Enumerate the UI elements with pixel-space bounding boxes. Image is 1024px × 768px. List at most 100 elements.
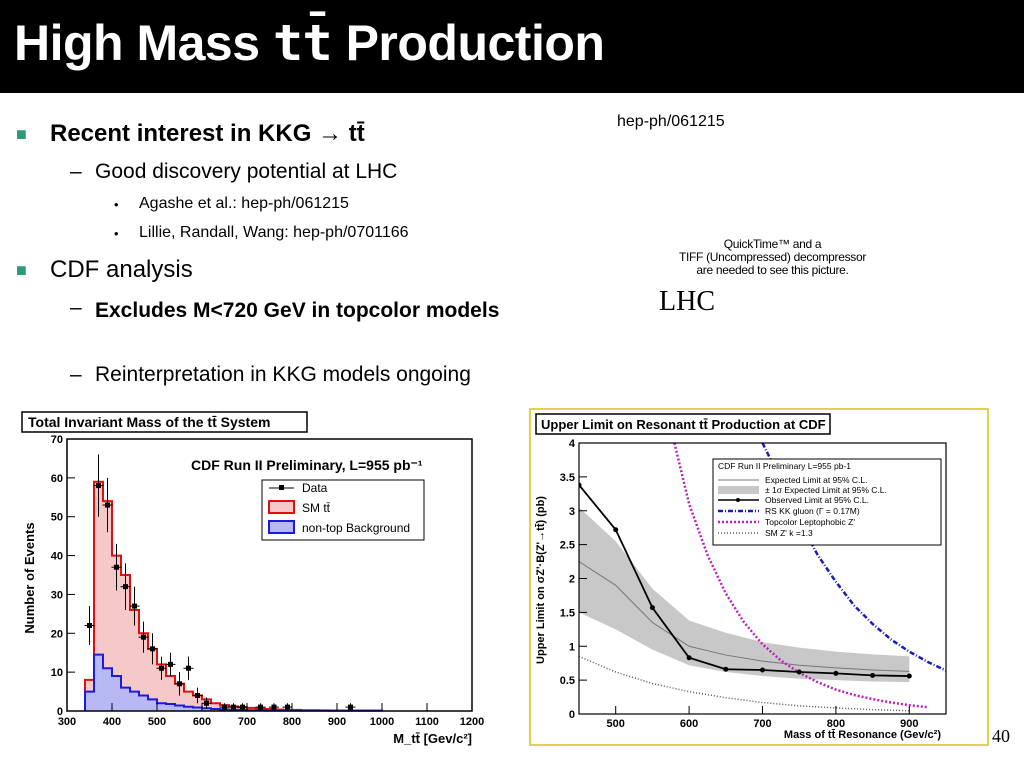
data-point: [96, 483, 101, 489]
chart2-title-box: [535, 413, 831, 435]
data-point: [105, 502, 110, 508]
x-tick-label: 300: [58, 716, 76, 728]
chart2-ylabel: Upper Limit on σZ'·B(Z'→tt̄) (pb): [535, 496, 547, 664]
data-point: [285, 704, 290, 710]
y-tick-label: 2.5: [560, 540, 575, 552]
legend-smz-label: SM Z' k =1.3: [765, 528, 813, 538]
legend-box: [712, 458, 942, 546]
observed-limit-line: [579, 484, 910, 677]
y-tick-label: 70: [51, 434, 63, 446]
x-tick-label: 800: [827, 718, 845, 730]
data-point: [168, 661, 173, 667]
reference-label: hep-ph/061215: [617, 113, 725, 130]
legend-data-label: Data: [302, 481, 328, 495]
legend-header: CDF Run II Preliminary L=955 pb-1: [718, 461, 851, 471]
observed-point: [870, 672, 876, 678]
y-tick-label: 0: [57, 706, 63, 718]
bullet-1-1-2: Lillie, Randall, Wang: hep-ph/0701166: [139, 224, 409, 241]
observed-point: [686, 655, 692, 661]
data-point: [159, 665, 164, 671]
legend-observed-marker: [736, 498, 740, 502]
x-tick-label: 500: [148, 716, 166, 728]
y-tick-label: 50: [51, 512, 63, 524]
title-mono: tt̄: [272, 14, 333, 72]
title-post: Production: [332, 15, 605, 71]
x-tick-label: 900: [900, 718, 918, 730]
chart1-title: Total Invariant Mass of the tt̄ System: [28, 414, 270, 430]
y-tick-label: 40: [51, 551, 63, 563]
data-point: [204, 700, 209, 706]
x-tick-label: 1200: [460, 716, 484, 728]
y-tick-label: 3.5: [560, 472, 575, 484]
x-tick-label: 1100: [415, 716, 439, 728]
chart1-title-box: [21, 411, 308, 433]
slide-title: High Mass tt̄ Production: [14, 14, 605, 72]
dash-icon: –: [70, 363, 82, 386]
data-point: [123, 584, 128, 590]
background-fill: [85, 654, 382, 711]
quicktime-line: TIFF (Uncompressed) decompressor: [678, 250, 867, 264]
data-point: [271, 704, 277, 710]
lhc-label: LHC: [659, 286, 715, 317]
y-tick-label: 0: [569, 709, 575, 721]
bullet-square-icon: ■: [16, 260, 27, 280]
observed-point: [723, 666, 729, 672]
quicktime-line: QuickTime™ and a: [723, 237, 822, 251]
x-tick-label: 1000: [370, 716, 394, 728]
data-point: [177, 681, 182, 687]
y-tick-label: 4: [569, 438, 576, 450]
y-tick-label: 20: [51, 628, 63, 640]
observed-point: [833, 670, 839, 676]
title-bar: High Mass tt̄ Production: [0, 0, 1024, 93]
y-tick-label: 10: [51, 667, 63, 679]
x-tick-label: 500: [607, 718, 625, 730]
legend-smtt-label: SM tt̄: [302, 501, 331, 515]
bullet-1-1-1: Agashe et al.: hep-ph/061215: [139, 195, 349, 212]
y-tick-label: 0.5: [560, 675, 575, 687]
data-point: [87, 623, 92, 629]
bullet-1-1: Good discovery potential at LHC: [95, 160, 398, 183]
data-point: [258, 704, 263, 710]
legend-expected-label: Expected Limit at 95% C.L.: [765, 475, 868, 485]
legend-observed-label: Observed Limit at 95% C.L.: [765, 495, 869, 505]
bullet-2: CDF analysis: [50, 256, 193, 283]
y-tick-label: 3: [569, 506, 575, 518]
data-point: [240, 704, 245, 710]
x-tick-label: 700: [238, 716, 256, 728]
y-tick-label: 30: [51, 589, 63, 601]
data-point: [141, 634, 146, 640]
x-tick-label: 700: [753, 718, 771, 730]
legend-topcolor-label: Topcolor Leptophobic Z': [765, 517, 855, 527]
limit-chart: Upper Limit on Resonant tt̄ Production a…: [535, 413, 947, 741]
legend-smtt-swatch: [268, 500, 295, 514]
bullet-square-icon: ■: [16, 124, 27, 144]
y-tick-label: 1.5: [560, 607, 575, 619]
chart2-title: Upper Limit on Resonant tt̄ Production a…: [541, 417, 826, 432]
dash-icon: –: [70, 296, 82, 319]
quicktime-placeholder: QuickTime™ and a TIFF (Uncompressed) dec…: [640, 238, 905, 277]
page-number: 40: [992, 726, 1010, 746]
x-tick-label: 900: [328, 716, 346, 728]
data-point: [348, 704, 353, 710]
data-point: [231, 704, 236, 710]
legend-band-label: ± 1σ Expected Limit at 95% C.L.: [765, 485, 887, 495]
chart1-legend: Data SM tt̄ non-top Background: [261, 479, 425, 541]
observed-point: [796, 669, 802, 675]
legend-data-marker: [279, 485, 284, 490]
title-pre: High Mass: [14, 15, 273, 71]
legend-bkg-swatch: [268, 520, 295, 534]
observed-point: [649, 605, 655, 611]
observed-point: [579, 482, 582, 488]
chart1-subtitle: CDF Run II Preliminary, L=955 pb⁻¹: [191, 457, 423, 473]
legend-band-swatch: [718, 486, 759, 494]
observed-point: [613, 527, 619, 533]
dash-icon: –: [70, 160, 82, 183]
chart2-xlabel: Mass of tt̄ Resonance (Gev/c²): [784, 729, 941, 741]
sm-zprime-line: [579, 655, 910, 712]
chart2-legend: CDF Run II Preliminary L=955 pb-1 Expect…: [712, 458, 942, 546]
dot-icon: •: [114, 226, 119, 241]
one-sigma-band: [579, 507, 910, 683]
observed-point: [760, 667, 765, 673]
bullet-2-2: Reinterpretation in KKG models ongoing: [95, 363, 471, 386]
chart1-frame: [66, 438, 473, 712]
